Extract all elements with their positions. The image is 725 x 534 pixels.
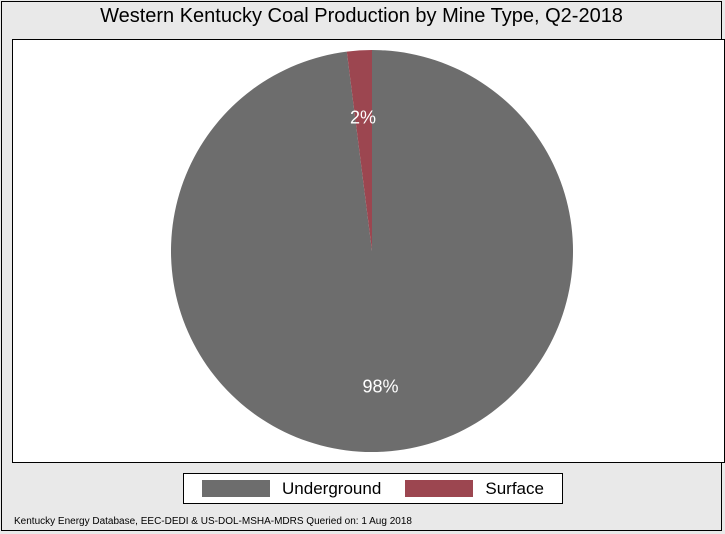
pie-slice-surface <box>346 50 372 251</box>
pie-chart: 98% 2% <box>170 50 574 452</box>
pie-label-underground: 98% <box>362 376 398 396</box>
legend-item-underground: Underground <box>202 479 381 499</box>
source-note: Kentucky Energy Database, EEC-DEDI & US-… <box>14 516 412 527</box>
legend: Underground Surface <box>183 473 563 504</box>
plot-area: 98% 2% <box>12 39 725 463</box>
legend-swatch-underground <box>202 480 271 497</box>
legend-label-surface: Surface <box>485 478 544 498</box>
legend-item-surface: Surface <box>405 479 544 499</box>
pie-label-surface: 2% <box>350 108 376 128</box>
chart-title: Western Kentucky Coal Production by Mine… <box>100 5 623 27</box>
legend-swatch-surface <box>405 480 474 497</box>
legend-label-underground: Underground <box>282 478 382 498</box>
